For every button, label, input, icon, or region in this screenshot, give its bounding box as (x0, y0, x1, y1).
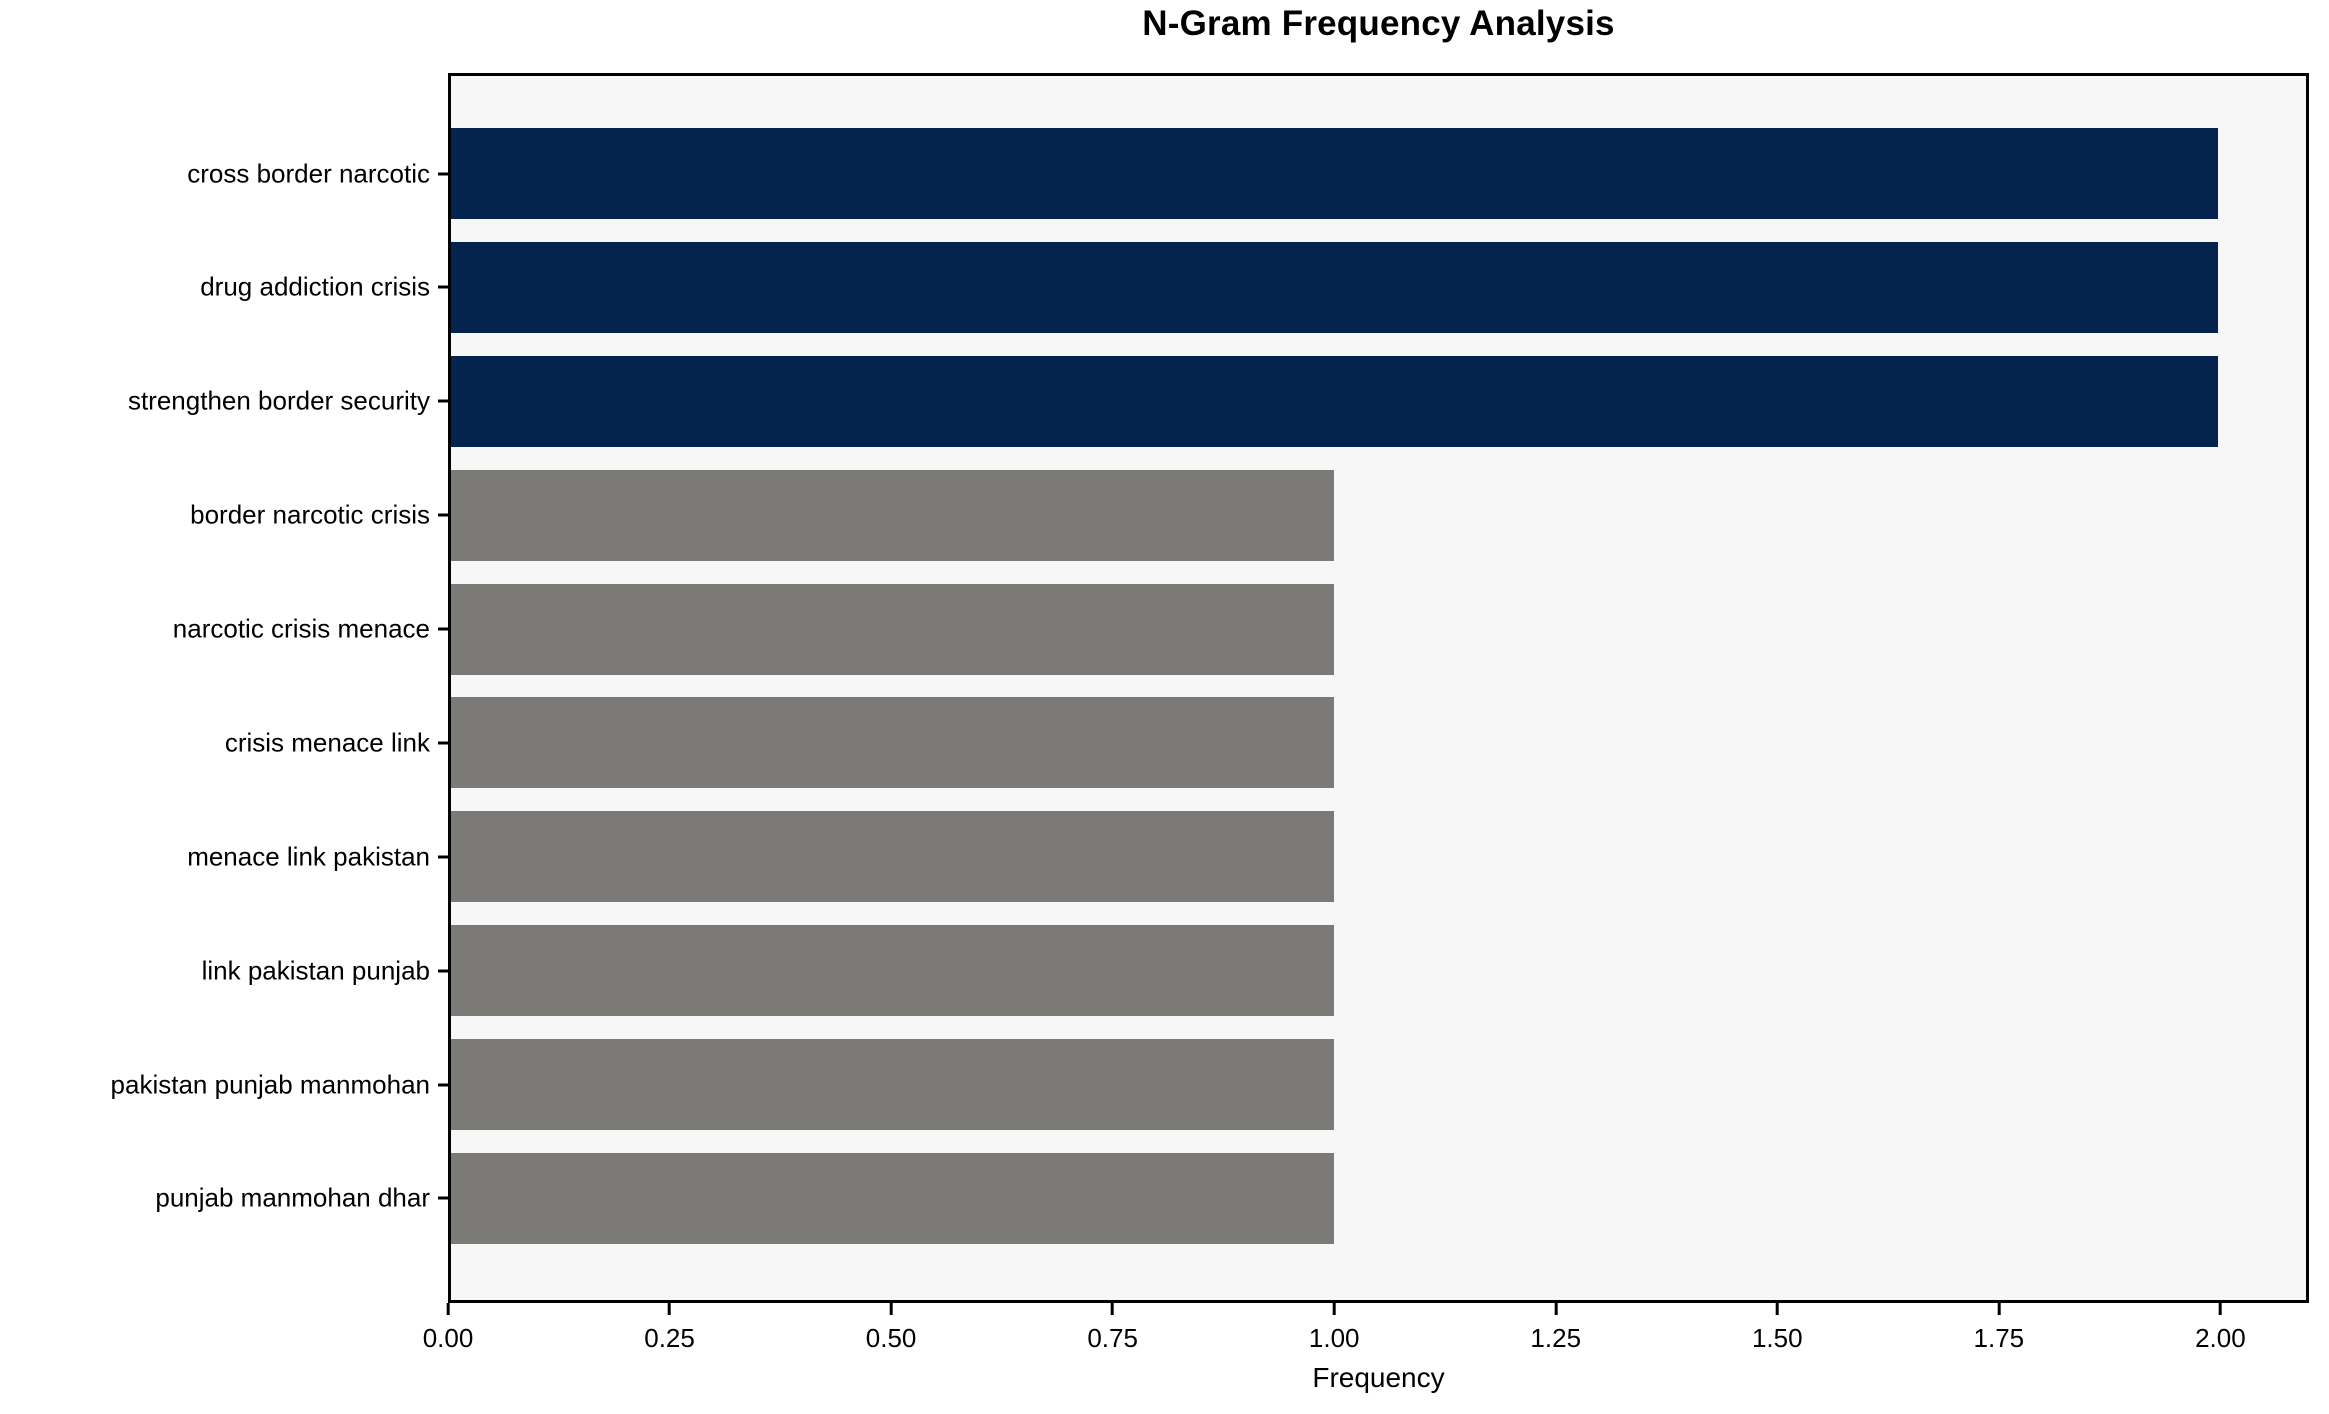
y-tick-label: punjab manmohan dhar (155, 1182, 430, 1213)
bar-row: pakistan punjab manmohan (111, 1039, 2306, 1130)
bar (451, 583, 1335, 675)
bar (451, 469, 1335, 561)
x-tick-mark (1554, 1303, 1558, 1315)
bar (451, 697, 1335, 789)
y-tick-label: link pakistan punjab (201, 955, 430, 986)
y-tick-mark (438, 513, 448, 517)
x-tick-label: 0.50 (865, 1323, 917, 1353)
x-tick-mark (1775, 1303, 1779, 1315)
x-tick: 1.00 (1308, 1303, 1360, 1354)
plot-area: cross border narcotic drug addiction cris… (111, 73, 2309, 1303)
bar (451, 241, 2218, 333)
x-tick: 1.75 (1973, 1303, 2025, 1354)
x-tick: 2.00 (2195, 1303, 2246, 1354)
bar-row: link pakistan punjab (202, 925, 2306, 1017)
x-tick-label: 1.00 (1308, 1323, 1360, 1353)
bar-row: menace link pakistan (187, 811, 2306, 903)
y-tick-mark (438, 741, 448, 745)
bar-row: strengthen border security (128, 355, 2306, 447)
bar-row: border narcotic crisis (190, 469, 2306, 561)
y-tick-label: strengthen border security (127, 385, 430, 416)
y-tick-label: crisis menace link (224, 727, 430, 758)
x-tick: 0.00 (422, 1303, 474, 1354)
x-tick-label: 1.50 (1751, 1323, 1803, 1353)
y-tick-label: border narcotic crisis (190, 499, 430, 530)
x-tick-mark (1111, 1303, 1115, 1315)
y-tick-mark (438, 1083, 448, 1086)
x-axis-ticks: 0.00 0.25 0.50 0.75 1.00 1.25 1.50 1.75 2.00 (423, 1303, 2309, 1367)
y-tick-label: narcotic crisis menace (172, 613, 430, 644)
bars-container: cross border narcotic drug addiction cris… (111, 76, 2306, 1300)
x-tick: 0.75 (1087, 1303, 1138, 1354)
x-tick-label: 0.75 (1087, 1323, 1138, 1353)
bar-row: crisis menace link (225, 697, 2306, 789)
y-tick-mark (438, 627, 448, 631)
x-tick-label: 1.75 (1973, 1323, 2025, 1353)
bar (451, 1039, 1335, 1130)
bar (451, 355, 2218, 447)
y-tick-label: drug addiction crisis (200, 271, 430, 302)
x-tick: 1.25 (1530, 1303, 1581, 1354)
x-tick: 0.25 (644, 1303, 695, 1354)
y-tick-mark (438, 969, 448, 973)
bar (451, 128, 2218, 219)
x-tick-mark (668, 1303, 672, 1315)
x-tick-mark (446, 1303, 450, 1315)
x-tick-mark (2218, 1303, 2222, 1315)
x-tick: 1.50 (1752, 1303, 1803, 1354)
x-tick-label: 0.00 (422, 1323, 474, 1353)
bar (451, 1152, 1335, 1244)
x-tick-mark (1332, 1303, 1336, 1315)
y-tick-mark (438, 855, 448, 859)
y-tick-label: menace link pakistan (187, 841, 430, 872)
y-tick-mark (438, 1196, 448, 1200)
y-tick-mark (438, 172, 448, 175)
x-tick-mark (1997, 1303, 2001, 1315)
y-tick-mark (438, 399, 448, 403)
x-tick: 0.50 (865, 1303, 917, 1354)
y-tick-label: pakistan punjab manmohan (110, 1069, 430, 1099)
bar-row: cross border narcotic (187, 128, 2306, 219)
bar (451, 925, 1335, 1017)
bar-row: drug addiction crisis (200, 241, 2306, 333)
y-tick-label: cross border narcotic (187, 158, 430, 188)
y-tick-mark (438, 285, 448, 289)
bar-row: punjab manmohan dhar (155, 1152, 2306, 1244)
x-axis-label: Frequency (1312, 1362, 1445, 1393)
x-tick-label: 1.25 (1530, 1323, 1582, 1353)
bar (451, 811, 1335, 903)
x-tick-label: 2.00 (2195, 1323, 2246, 1353)
chart-title: N-Gram Frequency Analysis (1142, 4, 1615, 43)
x-tick-mark (889, 1303, 893, 1315)
bar-row: narcotic crisis menace (173, 583, 2306, 675)
x-tick-label: 0.25 (644, 1323, 695, 1353)
